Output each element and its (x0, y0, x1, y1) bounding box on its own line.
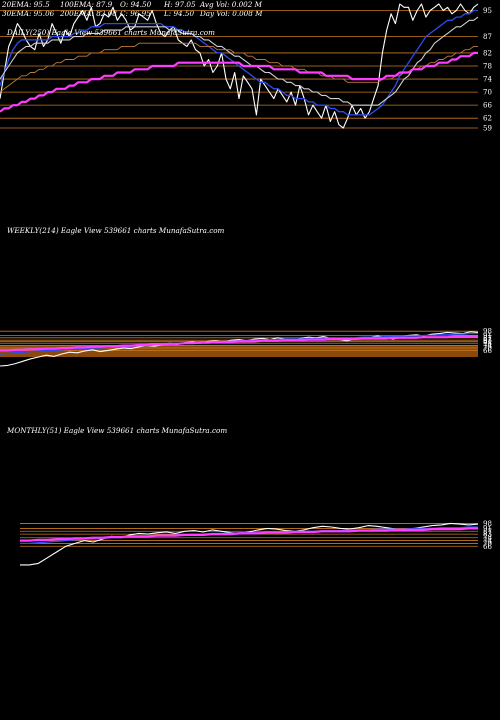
monthly-y-tick-4: 78 (483, 534, 492, 542)
daily-ema20-line (0, 9, 478, 116)
daily-ema200-line (0, 51, 478, 113)
ema30-stat: 30EMA: 95.06 (2, 9, 55, 18)
weekly-y-tick-0: 98 (483, 328, 492, 336)
weekly-y-tick-7: 70 (483, 345, 492, 353)
daily-y-tick-6: 66 (483, 102, 492, 110)
monthly-y-tick-6: 70 (483, 540, 492, 548)
monthly-y-tick-0: 98 (483, 520, 492, 528)
avg-vol-stat: Avg Vol: 0.002 M (200, 0, 262, 9)
daily-y-tick-1: 87 (483, 33, 492, 41)
monthly-y-tick-2: 87 (483, 528, 492, 536)
monthly-ema200-line (20, 527, 478, 542)
low-stat: L: 94.50 (164, 9, 195, 18)
daily-y-tick-4: 74 (483, 76, 492, 84)
ema100-stat: 100EMA: 87.9 (60, 0, 113, 9)
weekly-y-tick-5: 78 (483, 340, 492, 348)
daily-y-tick-7: 62 (483, 115, 492, 123)
monthly-y-tick-1: 91 (483, 525, 492, 533)
weekly-y-tick-1: 91 (483, 332, 492, 340)
stats-header: 20EMA: 95.5 100EMA: 87.9 O: 94.50 H: 97.… (2, 0, 302, 20)
weekly-y-tick-6: 74 (483, 342, 492, 350)
weekly-panel-label: WEEKLY(214) Eagle View 539661 charts Mun… (7, 226, 225, 235)
monthly-y-tick-7: 66 (483, 543, 492, 551)
monthly-y-tick-3: 83 (483, 531, 492, 539)
daily-panel-label: DAILY(250) Eagle View 539661 charts Muna… (7, 28, 215, 37)
weekly-y-tick-8: 66 (483, 347, 492, 355)
weekly-y-tick-4: 81 (483, 338, 492, 346)
weekly-ema200-line (0, 335, 478, 352)
daily-y-tick-8: 59 (483, 125, 492, 133)
daily-y-tick-5: 70 (483, 89, 492, 97)
ema200-stat: 200EMA: 82.08 (60, 9, 117, 18)
weekly-y-tick-3: 83 (483, 337, 492, 345)
daily-ema100-line (0, 42, 478, 93)
monthly-panel-label: MONTHLY(51) Eagle View 539661 charts Mun… (7, 426, 228, 435)
close-stat: C: 96.95 (120, 9, 151, 18)
daily-y-tick-3: 78 (483, 63, 492, 71)
daily-y-tick-2: 82 (483, 49, 492, 57)
daily-price-line (0, 3, 479, 129)
daily-y-tick-0: 95 (483, 7, 492, 15)
daily-ema30-line (0, 16, 479, 106)
high-stat: H: 97.05 (164, 0, 196, 9)
ema20-stat: 20EMA: 95.5 (2, 0, 50, 9)
weekly-y-tick-2: 87 (483, 334, 492, 342)
monthly-y-tick-5: 74 (483, 537, 492, 545)
day-vol-stat: Day Vol: 0.008 M (200, 9, 263, 18)
open-stat: O: 94.50 (120, 0, 152, 9)
